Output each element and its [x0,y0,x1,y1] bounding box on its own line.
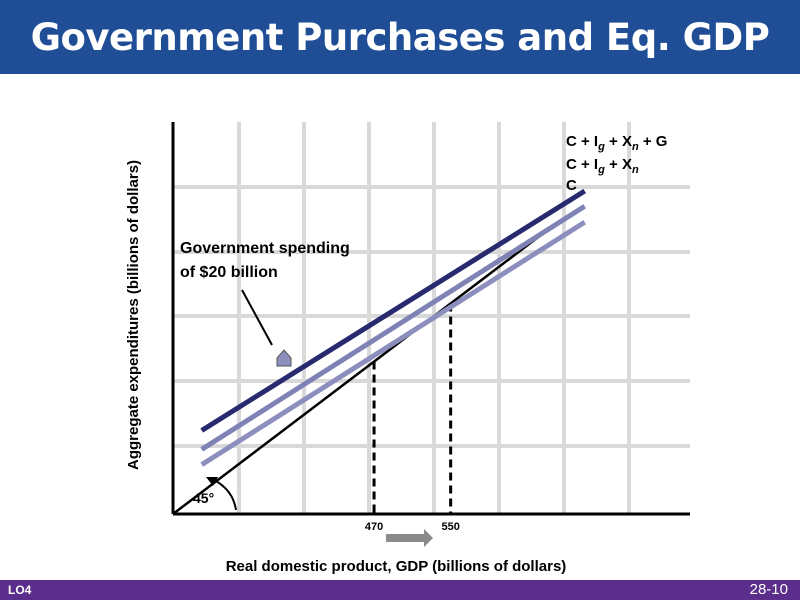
x-tick-label: 550 [441,521,459,533]
series-label: C + Ig + Xn + G [566,133,667,153]
up-arrow-icon [276,349,292,367]
x-axis-label: Real domestic product, GDP (billions of … [226,558,567,575]
series-line [172,219,561,515]
series-label: C [566,177,577,194]
series-line [200,188,587,433]
chart: Aggregate expenditures (billions of doll… [125,122,690,575]
angle-label: 45° [193,490,214,506]
series-line [200,204,587,452]
series-labels: C + Ig + Xn + G C + Ig + XnC [566,133,667,194]
right-arrow-icon [386,529,433,547]
chart-series [172,188,587,515]
x-tick-labels: 470 550 [365,521,460,533]
chart-grid [173,122,690,514]
x-tick-label: 470 [365,521,383,533]
y-axis-label: Aggregate expenditures (billions of doll… [125,160,142,470]
angle-arrowhead [206,477,218,486]
chart-axes [171,122,690,516]
page-title: Government Purchases and Eq. GDP [30,16,770,59]
annotation-gov-spending-line1: Government spending [180,240,350,257]
slide-number: 28-10 [749,581,788,598]
equilibrium-drop-lines [372,303,453,514]
title-bar [0,0,800,74]
annotation-pointer [241,289,273,346]
series-label: C + Ig + Xn [566,156,639,176]
footer-bar: LO4 28-10 [0,580,800,600]
annotation-gov-spending-line2: of $20 billion [180,264,278,281]
series-line [200,220,587,467]
learning-objective-label: LO4 [8,583,32,597]
angle-arc [213,479,237,511]
